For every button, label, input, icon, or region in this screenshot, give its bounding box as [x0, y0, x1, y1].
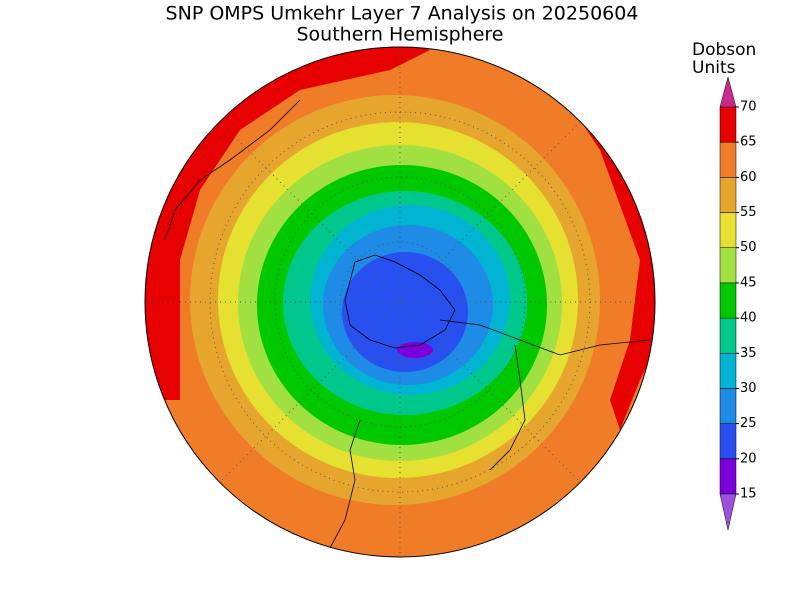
tick-label: 25 [740, 416, 757, 431]
colorbar-swatch [719, 423, 737, 460]
colorbar-swatch [719, 353, 737, 389]
tick-label: 45 [740, 275, 757, 290]
colorbar-swatch [719, 141, 737, 178]
colorbar-swatch [719, 317, 737, 354]
tick-label: 60 [740, 170, 757, 185]
map [145, 47, 655, 557]
colorbar-swatch [719, 106, 737, 143]
colorbar-swatch [719, 247, 737, 284]
map-border [144, 46, 656, 558]
tick-label: 40 [740, 311, 757, 326]
tick-label: 35 [740, 346, 757, 361]
band [342, 252, 468, 372]
tick-label: 55 [740, 205, 757, 220]
tick-label: 65 [740, 135, 757, 150]
colorbar-label: Dobson [692, 40, 756, 60]
colorbar-swatch [719, 282, 737, 319]
colorbar-over [719, 76, 737, 108]
tick-label: 20 [740, 451, 757, 466]
colorbar-under [719, 493, 737, 531]
tick-label: 50 [740, 240, 757, 255]
colorbar-swatch [719, 212, 737, 248]
subtitle: Southern Hemisphere [296, 24, 503, 46]
colorbar-label: Units [692, 58, 736, 78]
coastlines [164, 99, 651, 549]
colorbar-swatch [719, 388, 737, 424]
band [145, 47, 430, 400]
tick-label: 30 [740, 381, 757, 396]
colorbar-swatch [719, 458, 737, 495]
tick-label: 70 [740, 100, 757, 115]
title: SNP OMPS Umkehr Layer 7 Analysis on 2025… [166, 3, 639, 25]
colorbar-swatch [719, 177, 737, 213]
band [397, 342, 433, 358]
tick-label: 15 [740, 487, 757, 502]
graticule [145, 47, 655, 557]
